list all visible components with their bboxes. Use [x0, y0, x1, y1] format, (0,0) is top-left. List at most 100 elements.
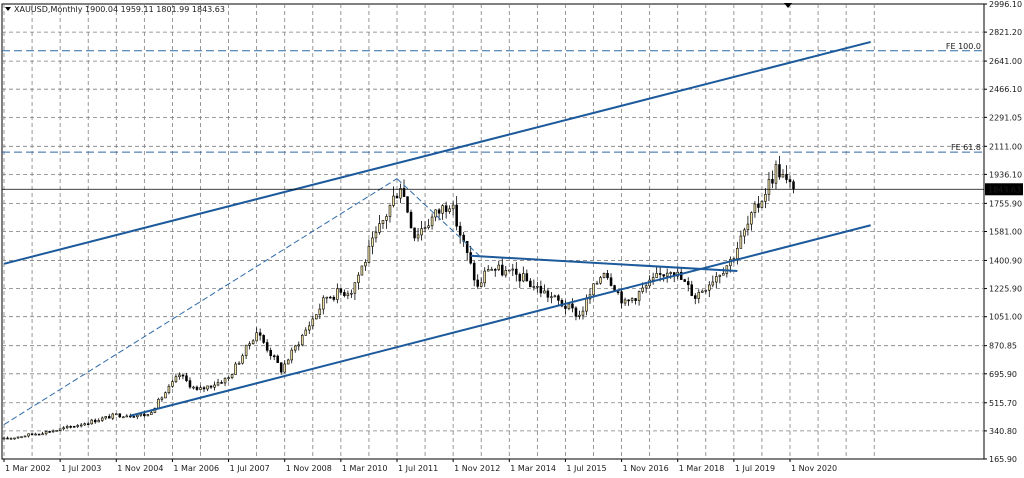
candle-body-bull: [174, 376, 178, 382]
candle: [406, 196, 409, 214]
candle-body-bull: [388, 205, 392, 217]
candle-body-bear: [627, 299, 630, 302]
y-tick-label: 2111.00: [989, 142, 1022, 151]
candle: [581, 306, 585, 320]
candle: [13, 437, 16, 440]
candle-body-bull: [237, 362, 241, 365]
candle: [718, 274, 722, 284]
candle-body-bull: [760, 201, 764, 208]
candle: [346, 290, 350, 300]
candle-body-bull: [206, 385, 209, 390]
trendline-lower-channel[interactable]: [130, 224, 871, 417]
candle-body-bull: [230, 374, 234, 378]
candle-body-bull: [300, 334, 304, 346]
candle-body-bear: [686, 281, 690, 286]
x-axis[interactable]: 1 Mar 2002 1 Jul 2003 1 Nov 2004 1 Mar 2006…: [3, 459, 837, 473]
candle: [329, 295, 332, 299]
candle-body-bull: [774, 164, 778, 184]
x-tick-label: 1 Mar 2018: [679, 464, 725, 473]
candle: [167, 384, 171, 395]
candle-body-bear: [108, 416, 111, 419]
candle-body-bear: [455, 204, 458, 227]
candle: [430, 213, 434, 230]
candle-body-bear: [6, 437, 9, 440]
y-tick-label: 1755.90: [989, 199, 1022, 208]
candle: [118, 413, 122, 418]
candle-body-bull: [255, 332, 258, 342]
candle: [451, 201, 455, 216]
candle-body-bear: [132, 416, 136, 418]
candle: [757, 195, 760, 213]
candle: [571, 298, 574, 313]
chart-header[interactable]: XAUUSD,Monthly 1900.04 1959.11 1801.99 1…: [5, 5, 225, 14]
candle: [416, 228, 420, 242]
candle: [788, 175, 792, 188]
candle-body-bear: [785, 174, 788, 180]
candle: [69, 425, 72, 429]
candle-body-bear: [272, 355, 276, 358]
candle-body-bull: [111, 413, 115, 419]
candle: [497, 260, 501, 272]
candle: [546, 287, 550, 302]
candle: [104, 416, 108, 420]
candle: [108, 414, 111, 419]
candle: [764, 188, 767, 209]
candle-body-bull: [360, 265, 364, 276]
candle-body-bull: [479, 282, 483, 287]
y-axis[interactable]: 2996.10 2821.20 2641.00 2466.10 2291.05 2111.…: [984, 0, 1022, 464]
candle: [395, 193, 399, 199]
candle: [251, 339, 255, 345]
candle: [441, 204, 444, 220]
candle-body-bull: [336, 288, 339, 300]
candle: [283, 360, 286, 374]
drawings[interactable]: [3, 40, 871, 426]
candle-body-bull: [736, 248, 739, 259]
candle-body-bull: [655, 273, 658, 278]
candle-body-bull: [16, 436, 20, 439]
dashed-projection-leg-2[interactable]: [396, 178, 482, 258]
candle-body-bull: [599, 277, 602, 284]
chart-shift-marker-icon[interactable]: [784, 3, 792, 8]
dashed-projection-leg-1[interactable]: [3, 178, 398, 426]
candle-body-bull: [767, 178, 771, 195]
candle-body-bull: [97, 420, 101, 423]
candle-body-bear: [493, 269, 497, 271]
candle: [444, 201, 448, 219]
candle-body-bull: [585, 298, 588, 312]
x-tick-label: 1 Jul 2007: [230, 464, 270, 473]
candle-body-bull: [104, 416, 108, 419]
candle-body-bull: [293, 345, 297, 351]
y-tick-label: 2821.20: [989, 28, 1022, 37]
x-tick-label: 1 Mar 2006: [173, 464, 219, 473]
candle-body-bull: [578, 314, 581, 317]
candle: [20, 436, 23, 439]
candle-body-bull: [44, 431, 48, 435]
candle-body-bull: [51, 430, 55, 433]
x-tick-label: 1 Nov 2008: [286, 464, 332, 473]
candle-body-bull: [378, 223, 381, 233]
candle-body-bear: [469, 252, 472, 264]
candle-body-bear: [472, 262, 476, 281]
candle-body-bear: [564, 305, 567, 309]
candle-body-bull: [567, 303, 571, 309]
candle: [381, 220, 385, 230]
candle: [171, 379, 174, 388]
fib-levels[interactable]: FE 100.0 FE 61.8: [2, 42, 984, 153]
candle-body-bull: [178, 374, 181, 378]
trendline-upper-channel[interactable]: [3, 40, 871, 265]
candle: [76, 424, 79, 429]
candle: [476, 274, 479, 289]
trendline-triangle-top[interactable]: [470, 254, 738, 273]
candle-body-bull: [543, 290, 546, 294]
candle: [146, 414, 150, 417]
candle: [427, 219, 430, 230]
candle-body-bull: [644, 285, 648, 289]
y-tick-label: 1051.00: [989, 313, 1022, 322]
candle-body-bull: [227, 377, 230, 379]
candle-body-bear: [788, 179, 792, 183]
triangle-down-icon[interactable]: [5, 7, 11, 11]
candle-body-bull: [522, 273, 525, 282]
candle-body-bear: [69, 426, 72, 428]
